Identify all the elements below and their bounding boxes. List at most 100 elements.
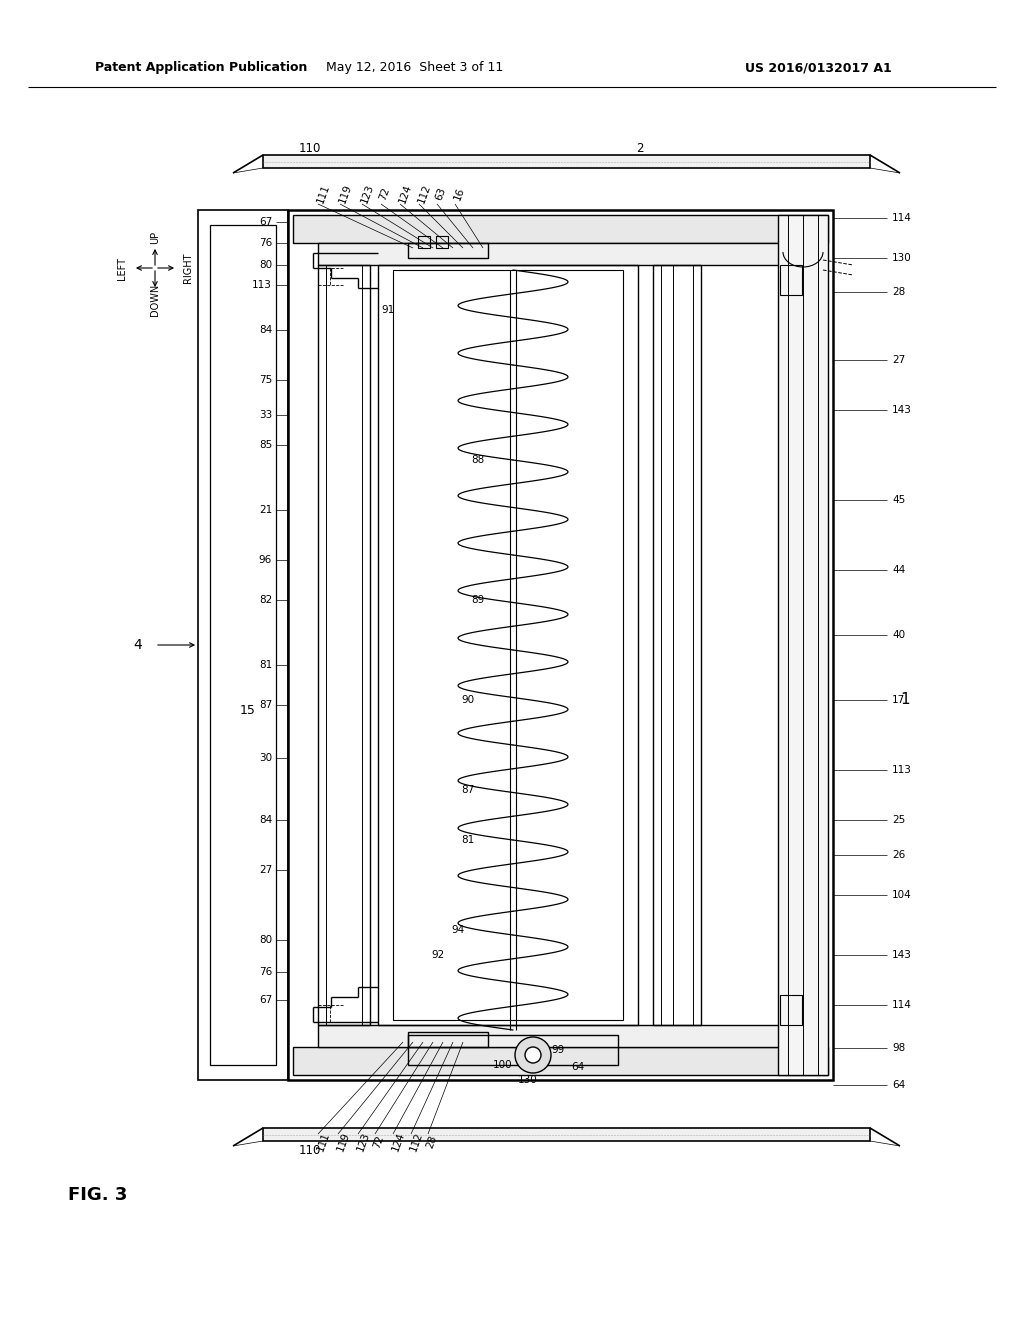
- Text: 1: 1: [900, 693, 909, 708]
- Text: 64: 64: [571, 1063, 585, 1072]
- Text: 27: 27: [892, 355, 905, 366]
- Text: 110: 110: [299, 141, 322, 154]
- Bar: [436, 236, 449, 248]
- Text: 89: 89: [471, 595, 484, 605]
- Bar: [378, 265, 638, 1026]
- Text: LEFT: LEFT: [117, 256, 127, 280]
- Text: 2: 2: [636, 141, 644, 154]
- Text: 123: 123: [355, 1131, 371, 1154]
- Text: 87: 87: [462, 785, 475, 795]
- Bar: [293, 215, 828, 243]
- Circle shape: [515, 1038, 551, 1073]
- Text: 27: 27: [259, 865, 272, 875]
- Text: 76: 76: [259, 968, 272, 977]
- Text: 119: 119: [337, 183, 353, 205]
- Text: 81: 81: [462, 836, 475, 845]
- Bar: [263, 1129, 870, 1140]
- Text: 80: 80: [259, 935, 272, 945]
- Circle shape: [525, 1047, 541, 1063]
- Text: 64: 64: [892, 1080, 905, 1090]
- Text: 96: 96: [259, 554, 272, 565]
- Text: 112: 112: [416, 183, 432, 205]
- Text: 72: 72: [372, 1134, 386, 1150]
- Text: 119: 119: [335, 1131, 351, 1154]
- Text: 67: 67: [259, 995, 272, 1005]
- Text: 28: 28: [425, 1134, 439, 1150]
- Text: 84: 84: [259, 814, 272, 825]
- Bar: [780, 265, 802, 294]
- Text: 40: 40: [892, 630, 905, 640]
- Text: 82: 82: [259, 595, 272, 605]
- Bar: [318, 243, 803, 265]
- Text: 130: 130: [518, 1074, 538, 1085]
- Text: 88: 88: [471, 455, 484, 465]
- Bar: [318, 265, 370, 1026]
- Text: US 2016/0132017 A1: US 2016/0132017 A1: [745, 62, 892, 74]
- Text: 17: 17: [892, 696, 905, 705]
- Text: 94: 94: [452, 925, 465, 935]
- Text: 21: 21: [259, 506, 272, 515]
- Text: 123: 123: [359, 183, 375, 205]
- Text: 85: 85: [259, 440, 272, 450]
- Text: 87: 87: [259, 700, 272, 710]
- Text: 113: 113: [892, 766, 912, 775]
- Bar: [653, 265, 701, 1026]
- Text: 124: 124: [390, 1131, 407, 1154]
- Text: 16: 16: [452, 186, 466, 202]
- Text: 92: 92: [431, 950, 444, 960]
- Text: 110: 110: [299, 1144, 322, 1158]
- Text: 98: 98: [892, 1043, 905, 1053]
- Bar: [393, 271, 623, 1020]
- Text: 84: 84: [259, 325, 272, 335]
- Text: 100: 100: [494, 1060, 513, 1071]
- Text: 33: 33: [259, 411, 272, 420]
- Text: May 12, 2016  Sheet 3 of 11: May 12, 2016 Sheet 3 of 11: [327, 62, 504, 74]
- Text: 113: 113: [252, 280, 272, 290]
- Text: 26: 26: [892, 850, 905, 861]
- Text: 15: 15: [240, 704, 256, 717]
- Text: 99: 99: [551, 1045, 564, 1055]
- Text: 28: 28: [892, 286, 905, 297]
- Text: 143: 143: [892, 405, 912, 414]
- Text: 30: 30: [259, 752, 272, 763]
- Bar: [408, 1035, 618, 1065]
- Text: 67: 67: [259, 216, 272, 227]
- Text: 124: 124: [397, 183, 414, 205]
- Text: 81: 81: [259, 660, 272, 671]
- Text: 25: 25: [892, 814, 905, 825]
- Text: RIGHT: RIGHT: [183, 252, 193, 284]
- Text: DOWN: DOWN: [150, 284, 160, 315]
- Text: 104: 104: [892, 890, 911, 900]
- Text: 63: 63: [434, 186, 447, 202]
- Bar: [288, 210, 833, 1080]
- Bar: [408, 243, 488, 257]
- Text: 72: 72: [378, 186, 392, 202]
- Text: 143: 143: [892, 950, 912, 960]
- Text: 130: 130: [892, 253, 911, 263]
- Text: 76: 76: [259, 238, 272, 248]
- Text: 45: 45: [892, 495, 905, 506]
- Text: 4: 4: [133, 638, 142, 652]
- Bar: [318, 1026, 803, 1047]
- Text: 111: 111: [315, 1131, 331, 1154]
- Bar: [780, 995, 802, 1026]
- Bar: [293, 1047, 828, 1074]
- Bar: [210, 224, 276, 1065]
- Text: Patent Application Publication: Patent Application Publication: [95, 62, 307, 74]
- Bar: [263, 154, 870, 168]
- Text: 91: 91: [381, 305, 394, 315]
- Bar: [198, 210, 288, 1080]
- Text: 44: 44: [892, 565, 905, 576]
- Text: 112: 112: [408, 1131, 424, 1154]
- Text: 111: 111: [315, 183, 331, 205]
- Text: 80: 80: [259, 260, 272, 271]
- Text: 90: 90: [462, 696, 474, 705]
- Text: 114: 114: [892, 213, 912, 223]
- Bar: [418, 236, 430, 248]
- Bar: [778, 215, 828, 1074]
- Text: 75: 75: [259, 375, 272, 385]
- Text: 114: 114: [892, 1001, 912, 1010]
- Text: UP: UP: [150, 231, 160, 244]
- Bar: [408, 1032, 488, 1047]
- Text: FIG. 3: FIG. 3: [68, 1185, 127, 1204]
